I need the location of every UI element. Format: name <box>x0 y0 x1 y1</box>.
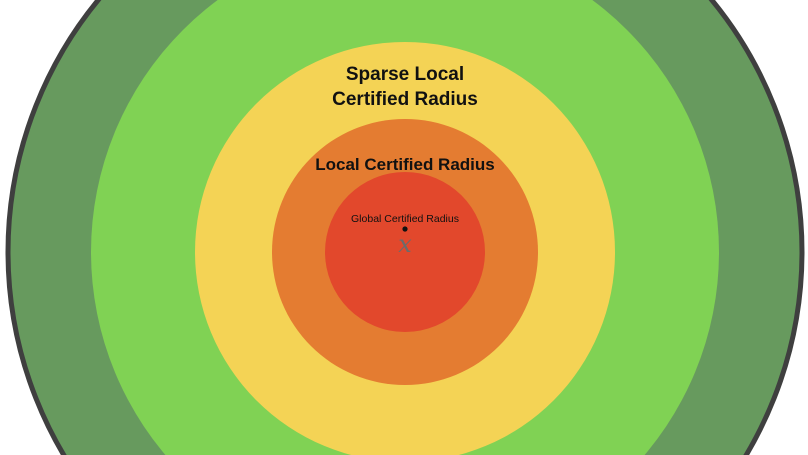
local-certified-radius-label: Local Certified Radius <box>315 155 494 174</box>
center-point-label: x <box>398 230 412 258</box>
center-point-group: x <box>398 226 412 258</box>
center-point <box>402 226 408 232</box>
sparse-local-label-line-2: Certified Radius <box>332 89 478 110</box>
region-labels: Sparse Local Certified Radius Local Cert… <box>315 64 494 225</box>
global-certified-radius-region <box>325 172 485 332</box>
global-certified-radius-label: Global Certified Radius <box>351 213 459 225</box>
sparse-local-label-line-1: Sparse Local <box>346 64 464 85</box>
